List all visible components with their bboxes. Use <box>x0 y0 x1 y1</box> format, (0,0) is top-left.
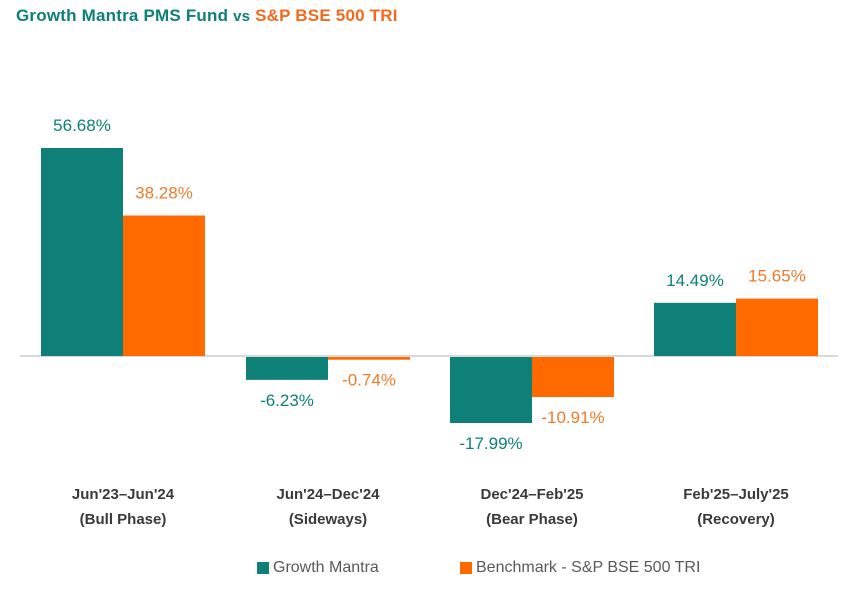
category-label-0-line-1: (Bull Phase) <box>80 511 167 528</box>
bar-growth-mantra-2 <box>450 357 532 424</box>
chart-title: Growth Mantra PMS Fund vs S&P BSE 500 TR… <box>16 6 398 26</box>
legend: Growth Mantra Benchmark - S&P BSE 500 TR… <box>0 559 852 583</box>
bar-benchmark-0 <box>123 215 205 356</box>
data-label-benchmark-3: 15.65% <box>748 267 806 286</box>
legend-item-benchmark: Benchmark - S&P BSE 500 TRI <box>460 559 700 577</box>
category-label-3-line-1: (Recovery) <box>697 511 775 528</box>
legend-label-benchmark: Benchmark - S&P BSE 500 TRI <box>476 559 701 576</box>
data-label-benchmark-1: -0.74% <box>342 371 396 390</box>
category-label-1-line-0: Jun'24–Dec'24 <box>276 486 380 503</box>
category-label-2-line-1: (Bear Phase) <box>486 511 578 528</box>
data-label-growth-mantra-0: 56.68% <box>53 116 111 135</box>
data-label-growth-mantra-3: 14.49% <box>666 271 724 290</box>
legend-item-growth-mantra: Growth Mantra <box>257 559 379 577</box>
data-label-benchmark-2: -10.91% <box>541 408 604 427</box>
legend-label-growth-mantra: Growth Mantra <box>273 559 379 576</box>
legend-swatch-benchmark <box>460 562 472 574</box>
bar-benchmark-3 <box>736 298 818 356</box>
bar-growth-mantra-3 <box>654 302 736 356</box>
title-fund: Growth Mantra PMS Fund <box>16 6 229 25</box>
legend-swatch-growth-mantra <box>257 562 269 574</box>
bar-benchmark-1 <box>328 357 410 360</box>
bar-benchmark-2 <box>532 357 614 398</box>
bar-growth-mantra-1 <box>246 357 328 380</box>
title-vs: vs <box>233 8 251 25</box>
bar-growth-mantra-0 <box>41 148 123 356</box>
category-label-3-line-0: Feb'25–July'25 <box>683 486 789 503</box>
category-label-1-line-1: (Sideways) <box>289 511 367 528</box>
data-label-growth-mantra-1: -6.23% <box>260 391 314 410</box>
data-label-growth-mantra-2: -17.99% <box>459 434 522 453</box>
category-label-0-line-0: Jun'23–Jun'24 <box>72 486 175 503</box>
category-label-2-line-0: Dec'24–Feb'25 <box>480 486 583 503</box>
title-benchmark: S&P BSE 500 TRI <box>255 6 398 25</box>
data-label-benchmark-0: 38.28% <box>135 184 193 203</box>
